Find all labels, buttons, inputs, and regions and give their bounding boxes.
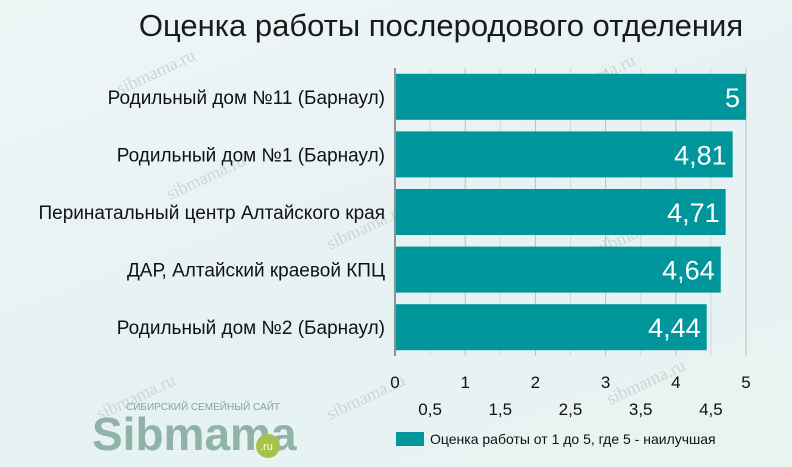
bar-3 bbox=[396, 189, 726, 235]
x-tick-label-major: 3 bbox=[601, 373, 610, 392]
category-label: Родильный дом №11 (Барнаул) bbox=[108, 88, 385, 109]
category-label: Родильный дом №1 (Барнаул) bbox=[117, 145, 385, 166]
value-label: 4,64 bbox=[662, 256, 715, 286]
x-tick-label-major: 1 bbox=[460, 373, 469, 392]
x-tick-label-major: 4 bbox=[671, 373, 680, 392]
x-tick-label-minor: 1,5 bbox=[488, 400, 512, 419]
sibmama-logo: СИБИРСКИЙ СЕМЕЙНЫЙ САЙТ Sibmama .ru bbox=[92, 400, 297, 460]
value-label: 5 bbox=[725, 83, 740, 113]
chart-title: Оценка работы послеродового отделения bbox=[138, 8, 744, 43]
x-tick-label-major: 0 bbox=[390, 373, 399, 392]
logo-subtitle: СИБИРСКИЙ СЕМЕЙНЫЙ САЙТ bbox=[126, 400, 280, 413]
x-tick-label-minor: 2,5 bbox=[559, 400, 583, 419]
legend-label: Оценка работы от 1 до 5, где 5 - наилучш… bbox=[430, 431, 716, 447]
bar-5 bbox=[396, 304, 707, 351]
bar-4 bbox=[396, 246, 721, 293]
bar-1 bbox=[396, 73, 746, 120]
bar-2 bbox=[396, 131, 733, 178]
category-label: Перинатальный центр Алтайского края bbox=[38, 203, 385, 224]
x-tick-label-minor: 3,5 bbox=[629, 400, 653, 419]
x-tick-label-minor: 4,5 bbox=[699, 400, 723, 419]
x-tick-label-minor: 0,5 bbox=[418, 400, 442, 419]
value-label: 4,81 bbox=[674, 140, 727, 170]
category-label: Родильный дом №2 (Барнаул) bbox=[117, 318, 385, 339]
value-label: 4,44 bbox=[648, 313, 701, 343]
value-label: 4,71 bbox=[667, 198, 720, 228]
legend: Оценка работы от 1 до 5, где 5 - наилучш… bbox=[396, 431, 716, 447]
logo-dot-icon bbox=[256, 434, 280, 458]
x-tick-label-major: 2 bbox=[531, 373, 540, 392]
x-tick-label-major: 5 bbox=[741, 373, 750, 392]
category-label: ДАР, Алтайский краевой КПЦ bbox=[127, 261, 385, 282]
legend-swatch bbox=[396, 432, 424, 446]
logo-tld: .ru bbox=[260, 441, 273, 453]
